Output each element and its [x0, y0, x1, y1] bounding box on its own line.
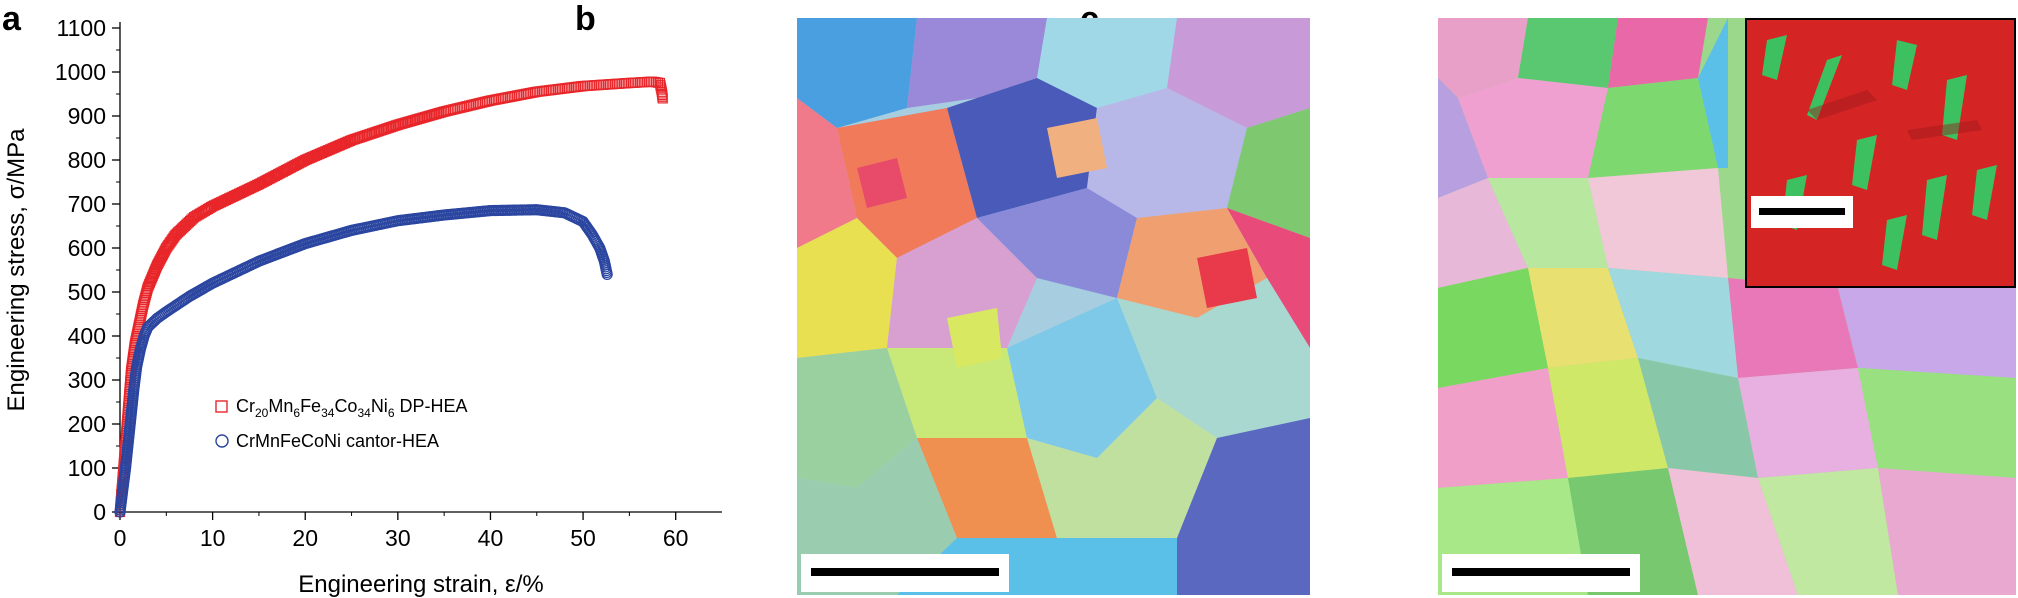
series-dp-hea — [114, 76, 668, 518]
y-tick-label: 200 — [68, 411, 106, 437]
micrograph-b — [797, 18, 1310, 595]
stress-strain-chart: 0 100 200 300 400 500 600 700 800 900 1000 1100 0 10 2… — [3, 15, 722, 598]
y-tick-label: 900 — [68, 103, 106, 129]
y-tick-label: 400 — [68, 323, 106, 349]
x-tick-label: 20 — [292, 525, 318, 551]
y-tick-label: 0 — [93, 499, 106, 525]
y-tick-label: 1100 — [57, 15, 106, 41]
chart-axes: 0 100 200 300 400 500 600 700 800 900 1000 1100 0 10 2… — [3, 15, 722, 598]
grain-map-b — [797, 18, 1310, 595]
x-tick-label: 10 — [200, 525, 226, 551]
x-tick-label: 30 — [385, 525, 411, 551]
x-tick-label: 40 — [478, 525, 504, 551]
x-tick-label: 0 — [114, 525, 127, 551]
legend-marker-dp-hea — [215, 400, 228, 413]
phase-map-graphic — [1747, 20, 2014, 286]
y-tick-label: 600 — [68, 235, 106, 261]
data-point — [657, 93, 668, 104]
scale-bar-b — [811, 568, 999, 576]
y-tick-label: 500 — [68, 279, 106, 305]
y-axis-label: Engineering stress, σ/MPa — [3, 128, 30, 412]
scale-bar-inset — [1759, 208, 1845, 215]
panel-label-b: b — [575, 0, 596, 38]
data-point — [601, 268, 613, 280]
chart-legend: Cr20Mn6Fe34Co34Ni6 DP-HEA CrMnFeCoNi can… — [215, 396, 468, 451]
series-cantor-hea — [114, 204, 613, 518]
phase-map-inset — [1745, 18, 2016, 288]
x-axis-label: Engineering strain, ε/% — [298, 571, 544, 598]
x-tick-label: 50 — [570, 525, 596, 551]
chart-series-layer — [114, 76, 668, 518]
legend-marker-cantor-hea — [215, 434, 229, 448]
panel-label-a: a — [2, 0, 21, 38]
legend-label-dp-hea: Cr20Mn6Fe34Co34Ni6 DP-HEA — [236, 396, 468, 420]
legend-label-cantor-hea: CrMnFeCoNi cantor-HEA — [236, 431, 439, 451]
y-tick-label: 100 — [68, 455, 106, 481]
x-tick-label: 60 — [663, 525, 689, 551]
y-tick-label: 300 — [68, 367, 106, 393]
y-tick-label: 700 — [68, 191, 106, 217]
micrograph-c — [1438, 18, 2016, 595]
y-tick-label: 800 — [68, 147, 106, 173]
y-tick-label: 1000 — [55, 59, 106, 85]
scale-bar-c — [1452, 568, 1630, 576]
